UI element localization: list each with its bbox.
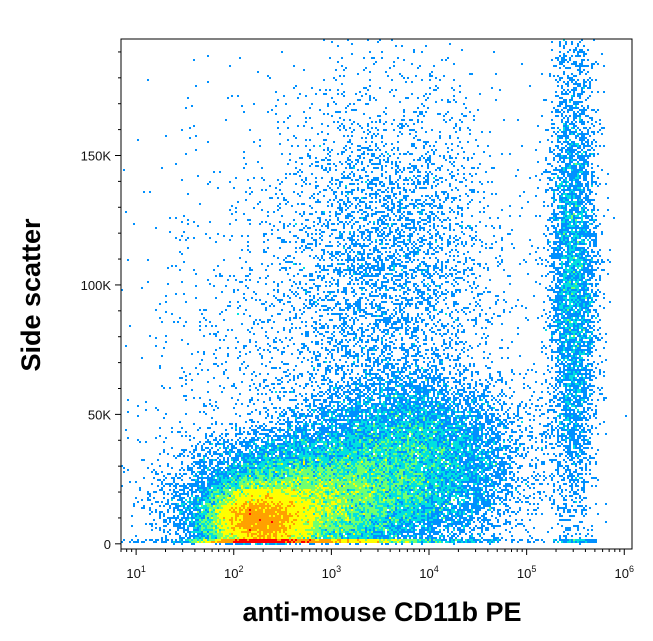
y-tick-label: 150K xyxy=(81,148,112,163)
density-level-4 xyxy=(189,163,587,543)
y-tick-label: 100K xyxy=(81,278,112,293)
x-axis: 101 102 103 104 105 106 xyxy=(120,549,634,581)
x-tick-label: 106 xyxy=(615,564,634,581)
x-tick-label: 103 xyxy=(322,564,341,581)
plot-area xyxy=(121,39,627,545)
x-tick-label: 101 xyxy=(126,564,145,581)
x-tick-label: 105 xyxy=(517,564,536,581)
y-axis-title: Side scatter xyxy=(16,218,46,372)
y-tick-label: 50K xyxy=(88,407,111,422)
x-tick-label: 104 xyxy=(419,564,438,581)
y-axis: 0 50K 100K 150K xyxy=(81,51,121,552)
density-level-2 xyxy=(121,39,627,545)
density-level-6 xyxy=(211,489,379,543)
plot-frame xyxy=(120,38,633,550)
density-level-7 xyxy=(233,509,311,543)
density-level-3 xyxy=(171,39,597,545)
x-axis-title: anti-mouse CD11b PE xyxy=(242,597,521,627)
density-level-5 xyxy=(197,455,429,543)
y-tick-label: 0 xyxy=(104,537,111,552)
x-tick-label: 102 xyxy=(224,564,243,581)
